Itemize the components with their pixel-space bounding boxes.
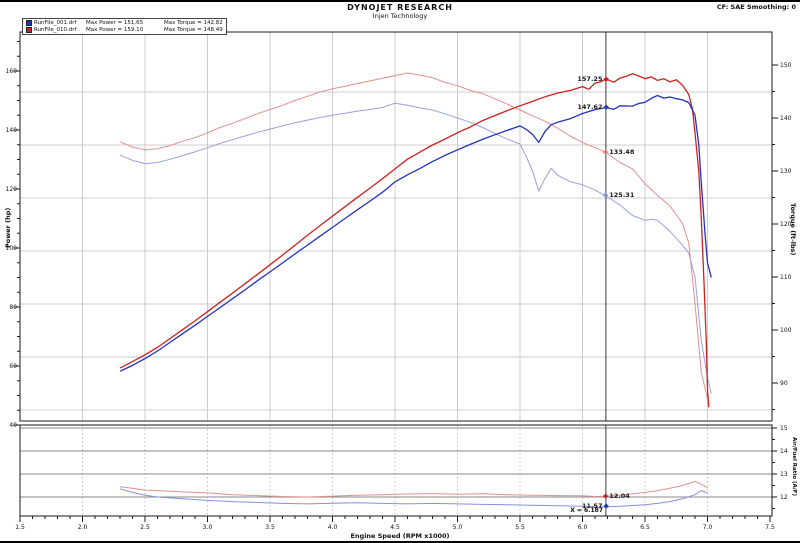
power-tick-label: 120 bbox=[5, 185, 17, 193]
af-tick-label: 15 bbox=[780, 424, 788, 432]
af-tick-label: 14 bbox=[780, 447, 788, 455]
rpm-tick-label: 7.0 bbox=[702, 524, 713, 531]
legend-run2-max-torque: Max Torque = 148.49 bbox=[164, 26, 223, 33]
torque-tick-label: 130 bbox=[780, 167, 792, 175]
readout-value: 12.04 bbox=[609, 491, 630, 500]
page-subtitle: Injen Technology bbox=[372, 12, 428, 20]
cursor-readout-133-48: ◆ 133.48 bbox=[602, 148, 634, 156]
power-tick-label: 160 bbox=[5, 67, 17, 75]
cursor-readout-157-25: 157.25 ◆ bbox=[577, 75, 609, 83]
cursor-x-value-label: X = 6.187 bbox=[570, 507, 603, 514]
legend-swatch-blue bbox=[26, 20, 32, 27]
legend-run1-max-power: Max Power = 151.65 bbox=[86, 20, 144, 26]
torque-tick-label: 120 bbox=[780, 220, 792, 228]
readout-value: 125.31 bbox=[609, 191, 635, 200]
readout-marker-icon: ◆ bbox=[602, 191, 609, 200]
af-tick-label: 12 bbox=[780, 493, 788, 501]
rpm-tick-label: 3.0 bbox=[202, 524, 213, 531]
legend-run1-file: RunFile_001.drf bbox=[34, 20, 77, 26]
torque-tick-label: 140 bbox=[780, 114, 792, 122]
torque-tick-label: 150 bbox=[780, 61, 792, 69]
power-tick-label: 100 bbox=[5, 244, 17, 252]
readout-marker-icon: ◆ bbox=[603, 103, 609, 112]
legend-run1-max-torque: Max Torque = 142.82 bbox=[164, 20, 223, 26]
correction-smoothing-label: CF: SAE Smoothing: 0 bbox=[716, 3, 796, 11]
cursor-readout-147-62: 147.62 ◆ bbox=[577, 103, 609, 111]
rpm-tick-label: 2.0 bbox=[77, 524, 88, 531]
readout-marker-icon: ◆ bbox=[603, 74, 609, 83]
page-title: DYNOJET RESEARCH bbox=[347, 3, 453, 12]
rpm-tick-label: 6.5 bbox=[640, 524, 650, 531]
rpm-tick-label: 4.0 bbox=[327, 524, 338, 531]
power-tick-label: 60 bbox=[9, 362, 17, 370]
torque-axis-title: Torque (ft-lbs) bbox=[789, 203, 797, 256]
af-tick-label: 13 bbox=[780, 470, 788, 478]
torque-tick-label: 100 bbox=[780, 326, 792, 334]
rpm-tick-label: 2.5 bbox=[140, 524, 150, 531]
power-tick-label: 40 bbox=[9, 421, 17, 429]
readout-marker-icon: ◆ bbox=[602, 491, 609, 500]
rpm-tick-label: 6.0 bbox=[577, 524, 588, 531]
rpm-tick-label: 4.5 bbox=[390, 524, 400, 531]
legend-run2-max-power: Max Power = 159.10 bbox=[86, 26, 144, 33]
rpm-tick-label: 1.5 bbox=[15, 524, 25, 531]
power-tick-label: 140 bbox=[5, 126, 17, 134]
cursor-readout-12-04: ◆ 12.04 bbox=[602, 492, 630, 500]
readout-value: 11.57 bbox=[581, 502, 603, 511]
torque-tick-label: 110 bbox=[780, 273, 792, 281]
cursor-readout-125-31: ◆ 125.31 bbox=[602, 191, 634, 199]
top-border-line bbox=[0, 0, 800, 2]
readout-marker-icon: ◆ bbox=[602, 148, 609, 157]
cursor-readout-11-57: 11.57 ◆ bbox=[582, 502, 610, 510]
readout-marker-icon: ◆ bbox=[603, 502, 609, 511]
readout-value: 157.25 bbox=[577, 74, 603, 83]
x-axis-title: Engine Speed (RPM x1000) bbox=[350, 532, 450, 540]
legend-row-run1: RunFile_001.drf Max Power = 151.65 Max T… bbox=[26, 20, 223, 27]
rpm-tick-label: 3.5 bbox=[265, 524, 275, 531]
af-axis-title: Air/Fuel Ratio (A/F) bbox=[791, 437, 797, 496]
legend-row-run2: RunFile_010.drf Max Power = 159.10 Max T… bbox=[26, 27, 223, 34]
power-axis-title: Power (hp) bbox=[4, 207, 12, 248]
rpm-tick-label: 7.5 bbox=[765, 524, 775, 531]
readout-value: 133.48 bbox=[609, 148, 635, 157]
legend-box: RunFile_001.drf Max Power = 151.65 Max T… bbox=[22, 18, 227, 35]
legend-swatch-red bbox=[26, 26, 32, 33]
power-tick-label: 80 bbox=[9, 303, 17, 311]
legend-run2-file: RunFile_010.drf bbox=[34, 26, 77, 33]
readout-value: 147.62 bbox=[577, 103, 603, 112]
bottom-border-line bbox=[0, 541, 800, 543]
rpm-tick-label: 5.5 bbox=[515, 524, 525, 531]
rpm-tick-label: 5.0 bbox=[452, 524, 463, 531]
torque-tick-label: 90 bbox=[780, 379, 788, 387]
